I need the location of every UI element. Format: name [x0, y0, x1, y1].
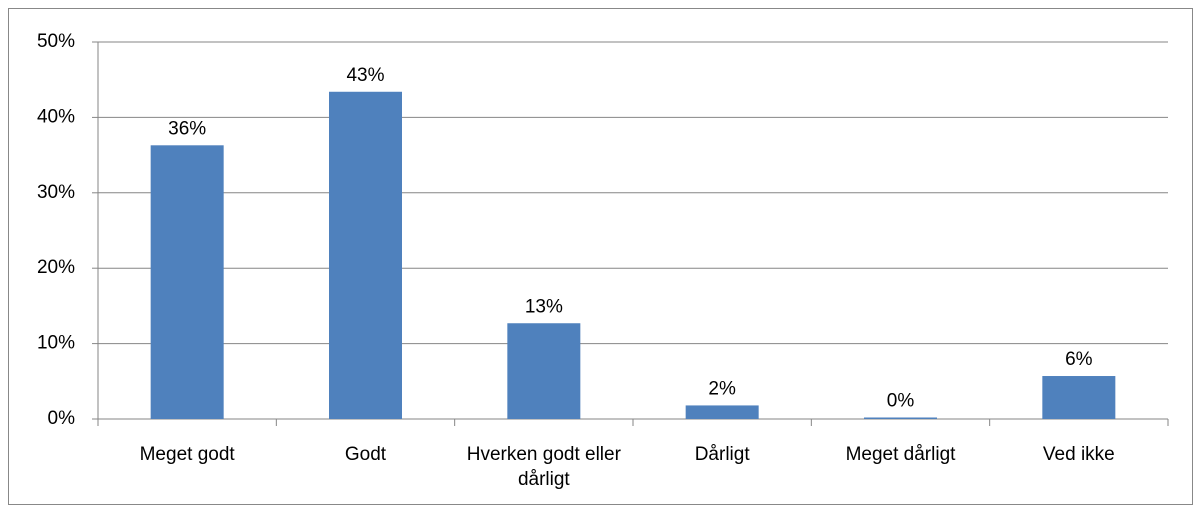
y-tick-label: 0% [48, 408, 76, 429]
bar [864, 417, 937, 419]
chart-border [8, 8, 1193, 505]
bar [507, 323, 581, 419]
data-label: 6% [1065, 349, 1093, 370]
x-tick-label: Meget godt [139, 444, 235, 465]
y-tick-label: 50% [37, 31, 75, 52]
bar [685, 405, 759, 419]
data-label: 36% [168, 118, 206, 139]
y-tick-label: 30% [37, 182, 75, 203]
data-label: 43% [346, 65, 384, 86]
y-tick-label: 20% [37, 257, 75, 278]
x-tick-label: Hverken godt eller dårligt [466, 444, 621, 490]
x-tick-label: Dårligt [694, 444, 750, 465]
bar [1042, 376, 1116, 419]
data-label: 13% [525, 296, 563, 317]
bar [150, 145, 224, 419]
x-tick-label: Meget dårligt [845, 444, 956, 465]
bar [329, 91, 402, 419]
x-tick-label: Godt [344, 444, 387, 465]
y-tick-label: 10% [37, 333, 75, 354]
y-tick-label: 40% [37, 106, 75, 127]
data-label: 2% [708, 378, 736, 399]
data-label: 0% [887, 391, 915, 412]
x-tick-label: Ved ikke [1042, 444, 1115, 465]
